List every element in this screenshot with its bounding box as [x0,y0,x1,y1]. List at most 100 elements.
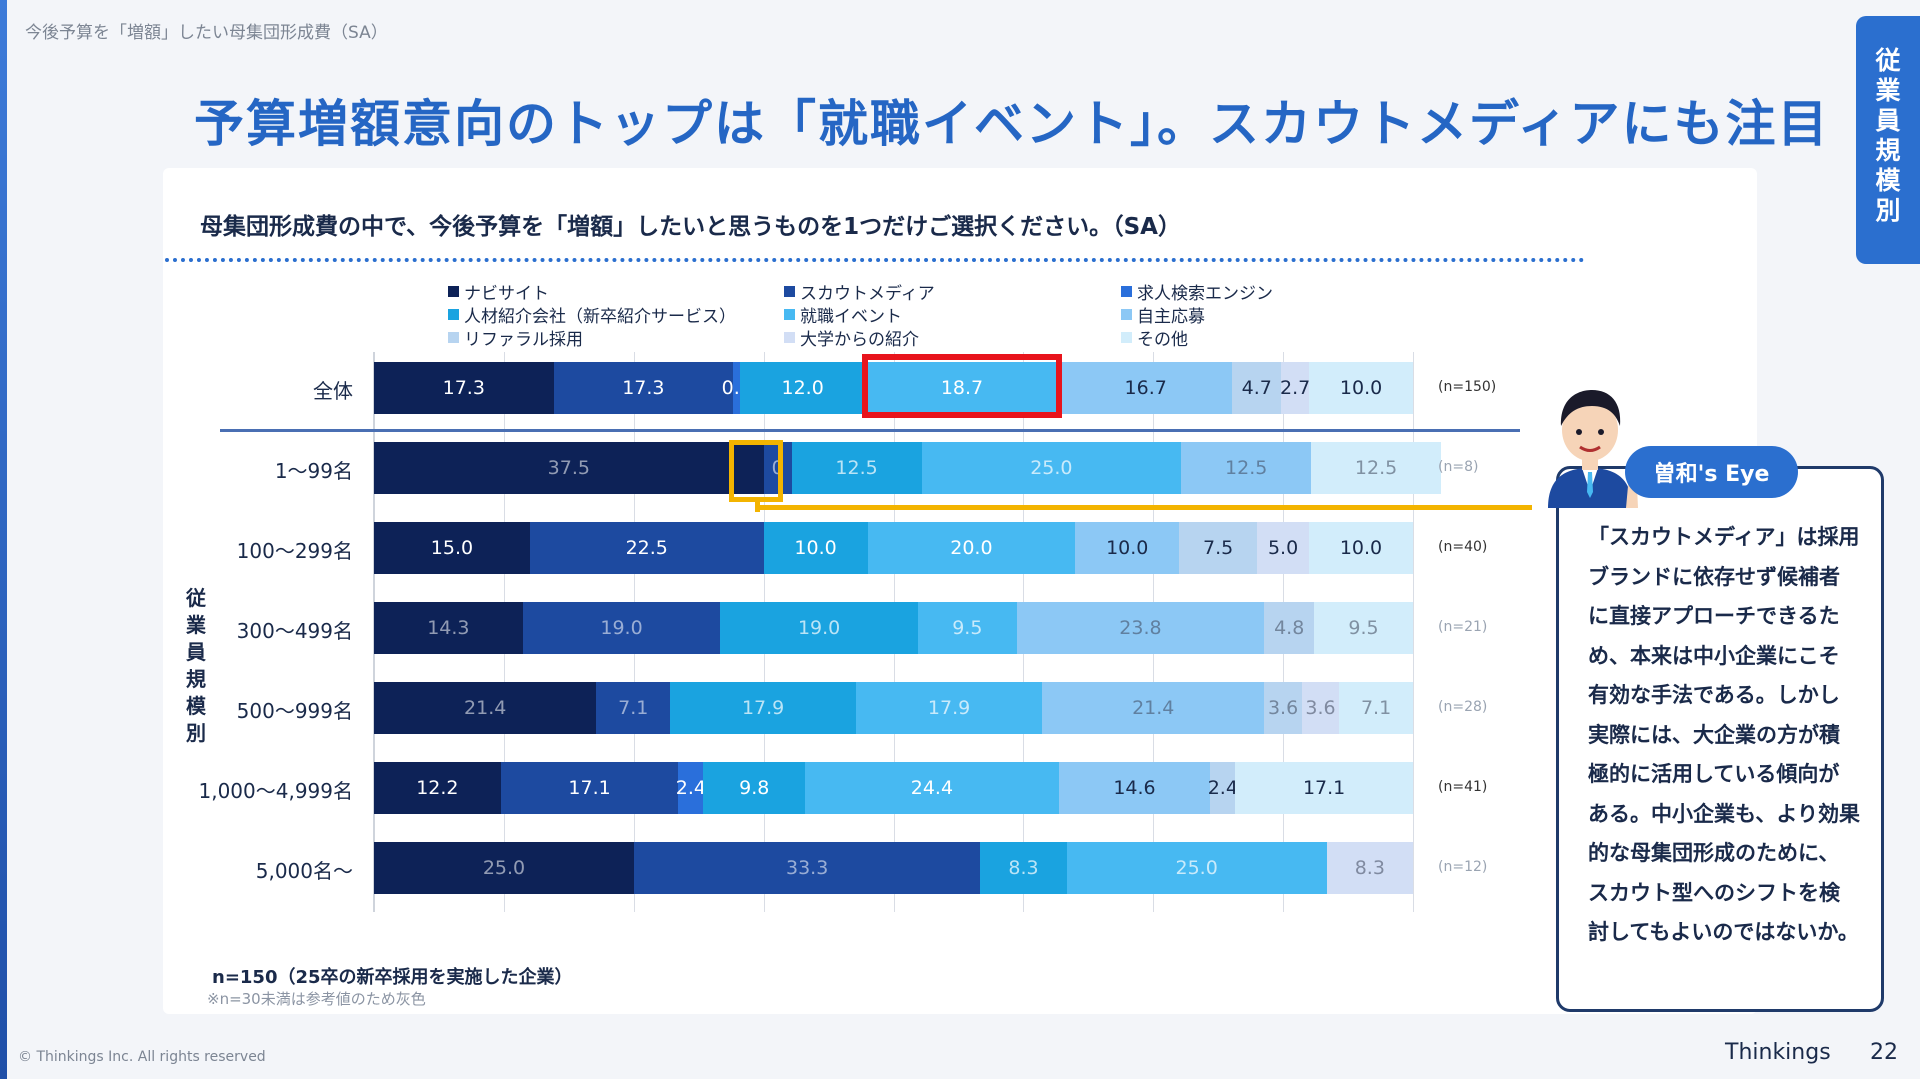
legend-label: ナビサイト [464,284,549,304]
bar-segment: 3.6 [1301,682,1340,734]
bar-segment: 14.6 [1058,762,1211,814]
bar-segment: 10.0 [1075,522,1180,574]
bar-value-label: 12.0 [781,377,824,399]
page-title: 予算増額意向のトップは「就職イベント」。スカウトメディアにも注目 [194,95,1830,153]
bar-value-label: 19.0 [797,617,841,639]
bar-value-label: 23.8 [1119,617,1162,639]
bar-value-label: 16.7 [1124,377,1167,399]
section-label: 今後予算を「増額」したい母集団形成費（SA） [25,23,388,43]
page-number: 22 [1870,1040,1898,1065]
bar-value-label: 12.2 [416,777,459,799]
bar-segment: 21.4 [1042,682,1265,734]
legend-item: その他 [1121,325,1188,350]
copyright: © Thinkings Inc. All rights reserved [18,1049,266,1065]
bar-value-label: 17.9 [741,697,785,719]
reference-note: ※n=30未満は参考値のため灰色 [207,990,426,1008]
bar-segment: 10.0 [763,522,868,574]
bar-value-label: 20.0 [950,537,993,559]
bar-segment: 2.4 [676,762,706,814]
bar-segment: 12.2 [374,762,501,814]
bar-segment: 33.3 [634,842,981,894]
bar-value-label: 17.1 [568,777,611,799]
legend-item: 大学からの紹介 [784,325,919,350]
bar-value-label: 37.5 [547,457,590,479]
sample-size-label: (n=41) [1438,779,1488,795]
sample-note: n=150（25卒の新卒採用を実施した企業） [212,967,573,988]
bar-value-label: 10.0 [794,537,837,559]
bar-segment: 10.0 [1309,522,1413,574]
bar-value-label: 21.4 [464,697,507,719]
commentary-title: 曽和's Eye [1625,446,1798,498]
bar-value-label: 7.5 [1203,537,1234,559]
bar-value-label: 3.6 [1305,697,1336,719]
bar-segment: 5.0 [1257,522,1310,574]
row-label: 全体 [313,379,353,403]
bar-value-label: 4.8 [1274,617,1305,639]
row-label: 500～999名 [236,699,353,723]
legend-item: リファラル採用 [448,325,583,350]
row-label: 100～299名 [236,539,353,563]
bar-value-label: 8.3 [1354,857,1385,879]
legend-item: スカウトメディア [784,279,935,304]
legend-swatch [784,309,795,320]
bar-value-label: 17.1 [1302,777,1346,799]
bar-value-label: 9.8 [739,777,770,799]
bar-segment: 19.0 [720,602,918,654]
bar-segment: 10.0 [1309,362,1413,414]
survey-question: 母集団形成費の中で、今後予算を「増額」したいと思うものを1つだけご選択ください。… [200,214,1181,240]
side-tab[interactable]: 従業員規模別 [1856,16,1920,264]
bar-value-label: 12.5 [1225,457,1268,479]
bar-row: 14.3 19.0 19.0 9.5 23.8 4.8 9.5 [374,602,1413,654]
bar-row: 25.0 33.3 8.3 25.0 8.3 [374,842,1413,894]
side-tab-label: 従業員規模別 [1875,46,1901,225]
bar-segment: 8.3 [1326,842,1413,894]
bar-row: 37.5 0 12.5 25.0 12.5 12.5 [374,442,1441,494]
grid-line [1413,352,1414,912]
legend-label: 人材紹介会社（新卒紹介サービス） [464,307,736,327]
bar-value-label: 33.3 [786,857,829,879]
bar-segment: 2.7 [1280,362,1310,414]
bar-segment: 17.3 [374,362,554,414]
bar-row: 12.2 17.1 2.4 9.8 24.4 14.6 2.4 17.1 [374,762,1413,814]
bar-segment: 17.3 [553,362,734,414]
bar-value-label: 21.4 [1132,697,1175,719]
bar-segment: 7.5 [1179,522,1258,574]
total-separator [220,429,1520,432]
sample-size-label: (n=8) [1438,459,1479,475]
bar-segment: 23.8 [1016,602,1265,654]
bar-value-label: 14.3 [427,617,470,639]
bar-segment: 7.1 [596,682,671,734]
bar-segment: 21.4 [374,682,597,734]
bar-segment: 12.5 [791,442,922,494]
bar-segment: 25.0 [921,442,1182,494]
legend-swatch [784,332,795,343]
callout-connector-h [755,505,1532,510]
bar-row: 15.0 22.5 10.0 20.0 10.0 7.5 5.0 10.0 [374,522,1413,574]
bar-segment: 17.1 [1235,762,1413,814]
bar-segment: 17.9 [670,682,857,734]
legend-item: 求人検索エンジン [1121,279,1273,304]
group-label: 従業員規模別 [186,586,206,745]
bar-value-label: 19.0 [600,617,643,639]
bar-value-label: 5.0 [1267,537,1299,559]
legend-item: ナビサイト [448,279,549,304]
bar-segment: 25.0 [1066,842,1327,894]
bar-value-label: 9.5 [1348,617,1379,639]
bar-segment: 14.3 [374,602,523,654]
bar-value-label: 17.9 [927,697,971,719]
bar-segment: 17.9 [856,682,1043,734]
bar-value-label: 12.5 [835,457,878,479]
legend-label: その他 [1137,330,1188,350]
dotted-divider [165,258,1585,262]
bar-segment: 22.5 [529,522,764,574]
legend-label: リファラル採用 [464,330,583,350]
legend-item: 人材紹介会社（新卒紹介サービス） [448,302,736,327]
bar-value-label: 25.0 [1175,857,1218,879]
bar-segment: 0 [763,442,792,494]
bar-value-label: 25.0 [1030,457,1073,479]
bar-segment: 12.5 [1181,442,1312,494]
row-label: 1,000～4,999名 [198,779,353,803]
bar-value-label: 2.4 [1207,777,1238,799]
bar-segment: 0.7 [722,362,752,414]
bar-value-label: 18.7 [940,377,984,399]
